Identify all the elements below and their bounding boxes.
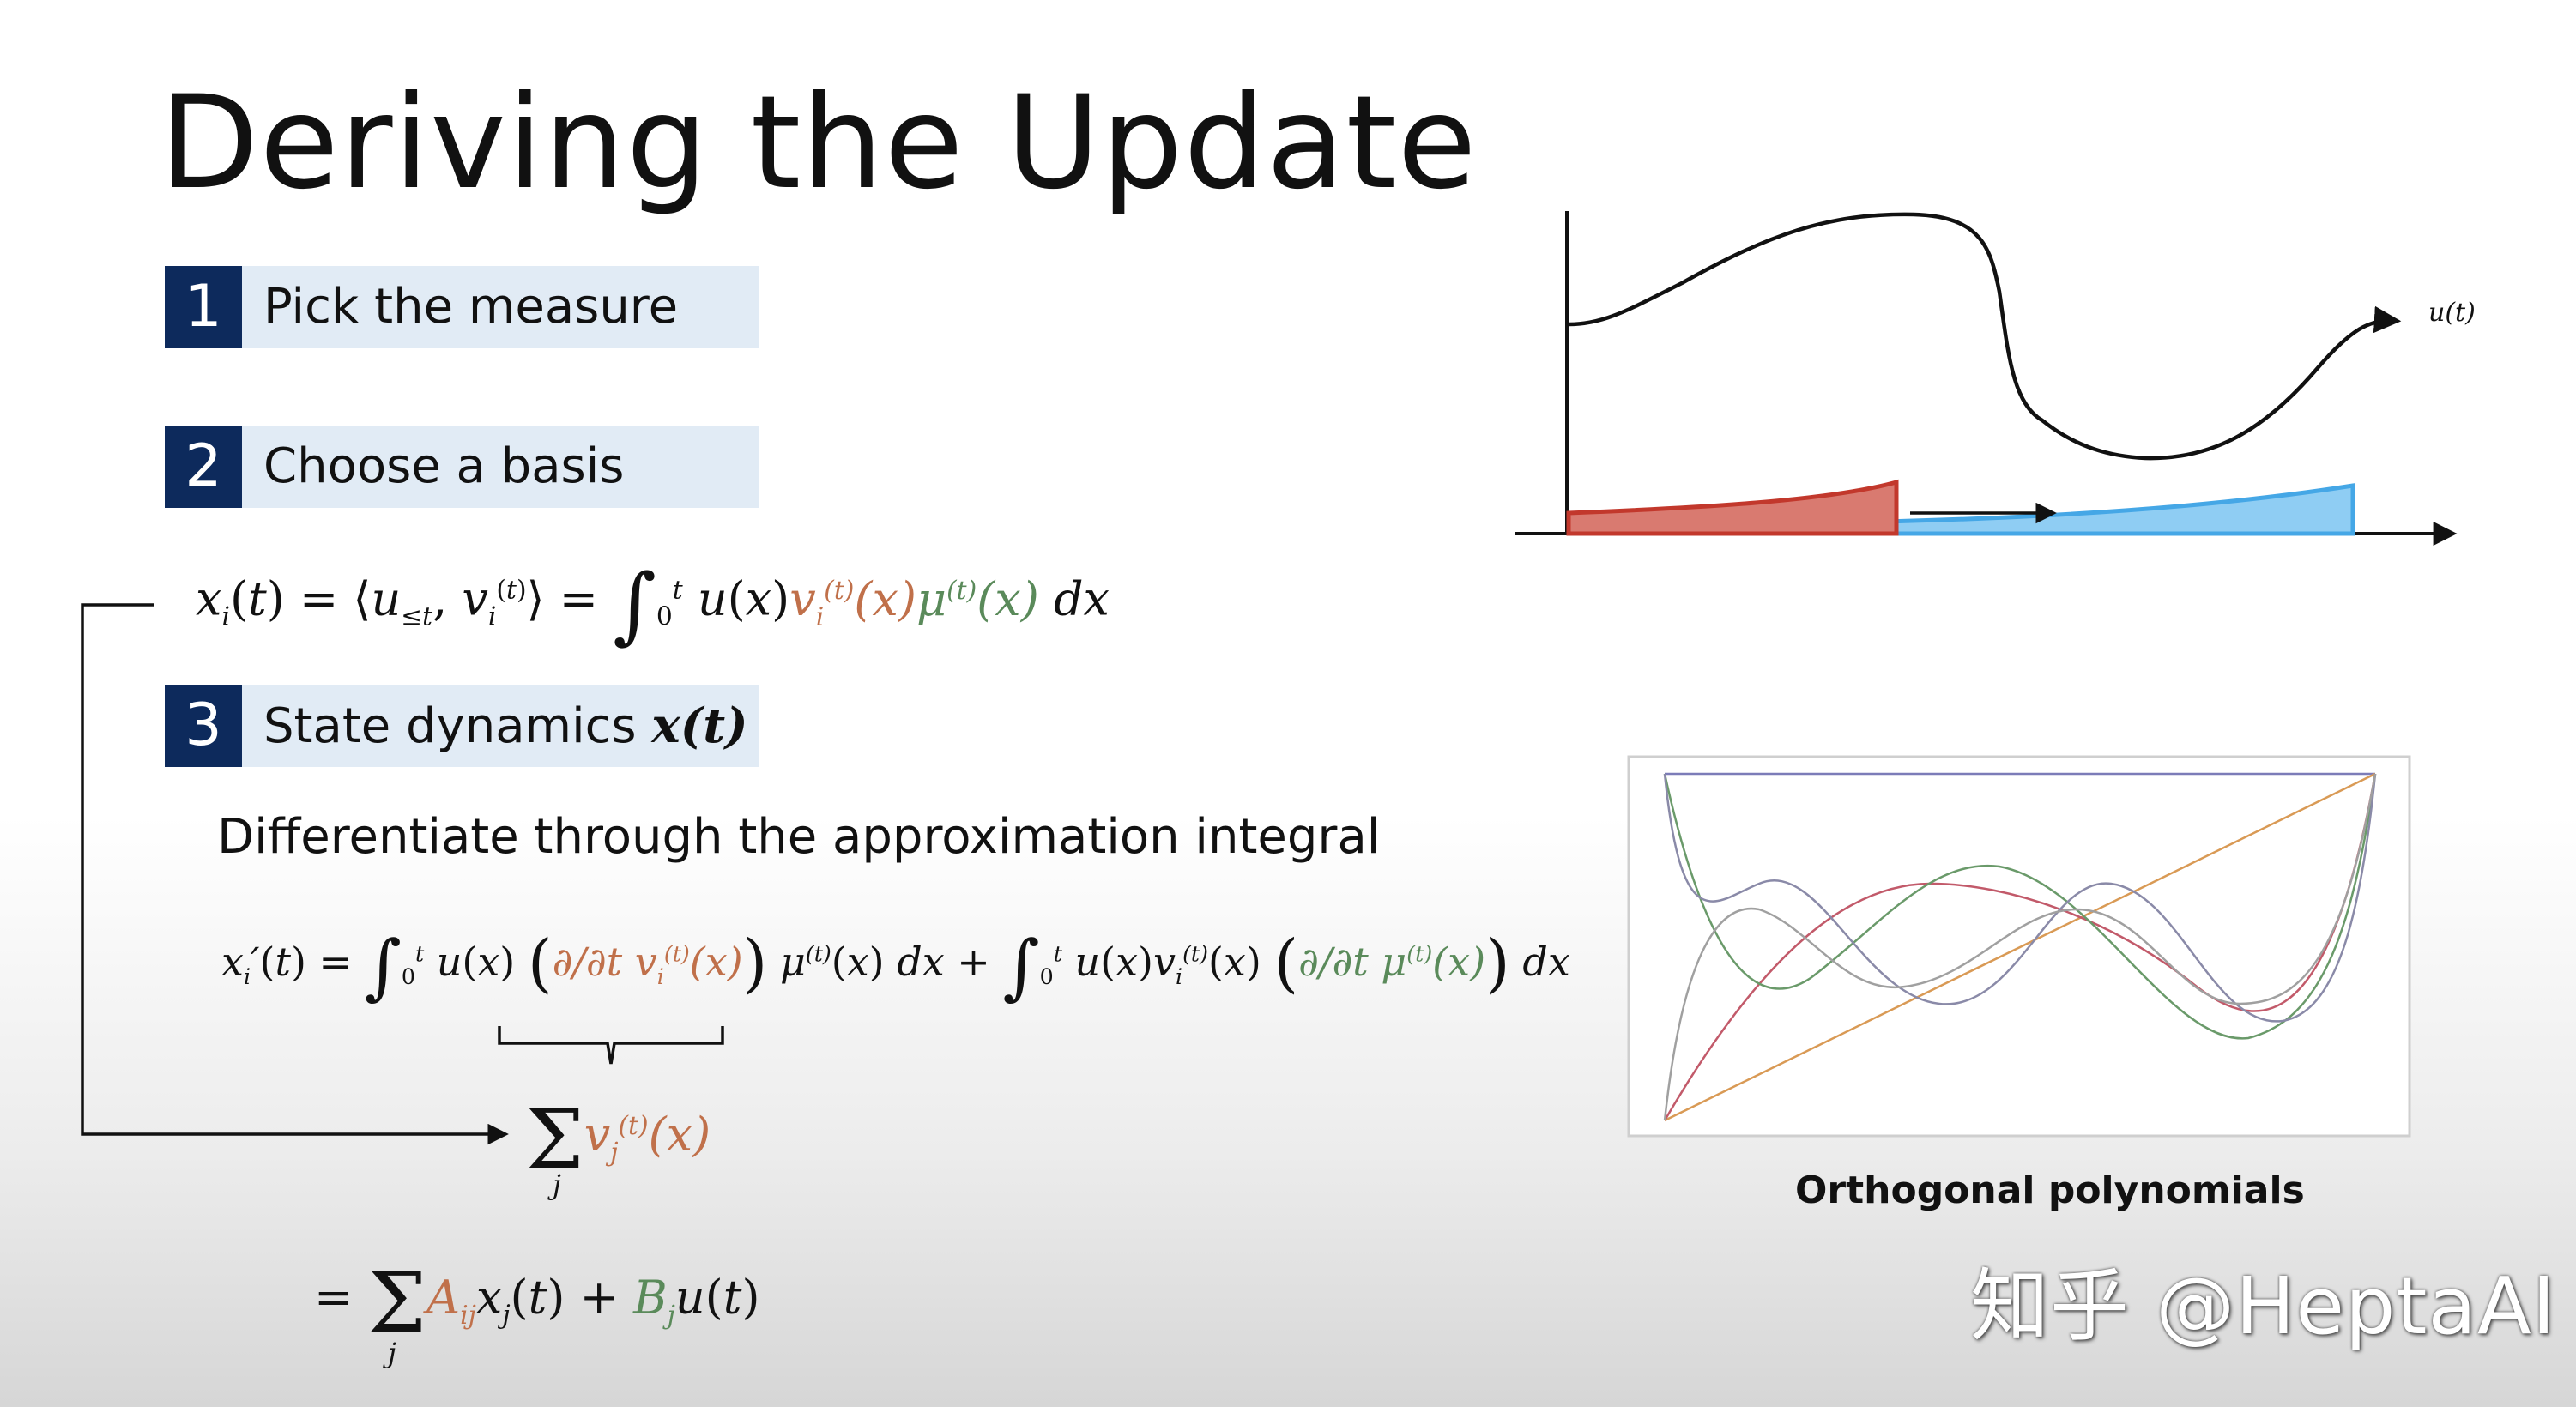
step-3-number: 3 [165,685,242,767]
figure-caption: Orthogonal polynomials [1795,1168,2305,1212]
watermark: 知乎 @HeptaAI [1970,1260,2556,1352]
step-1: 1 Pick the measure [165,266,759,348]
feedback-connector [81,603,509,1145]
step-3: 3 State dynamics x(t) [165,685,759,767]
step-2: 2 Choose a basis [165,426,759,508]
derivative-equation: xi′(t) = ∫0t u(x) (∂/∂t vi(t)(x)) μ(t)(x… [221,925,1570,1008]
polynomial-curves [1663,772,2377,1122]
signal-label: u(t) [2428,298,2476,328]
step-3-label-math: x(t) [651,697,748,754]
polynomial-p1 [1664,772,2376,1122]
result-equation: = ΣAijxj(t) + Bju(t) [314,1254,760,1351]
projection-equation: xi(t) = ⟨u≤t, vi(t)⟩ = ∫0t u(x)vi(t)(x)μ… [196,556,1110,653]
slide-title: Deriving the Update [160,69,1478,218]
underbrace [498,1026,724,1065]
step-3-label: State dynamics x(t) [263,685,748,768]
old-measure-shape [1566,479,1899,536]
step-2-number: 2 [165,426,242,508]
polynomial-p4 [1663,773,2377,1023]
step-1-label: Pick the measure [263,279,679,335]
polynomial-p3 [1663,773,2377,1040]
step-1-number: 1 [165,266,242,348]
step-2-label: Choose a basis [263,438,625,494]
step-3-label-text: State dynamics [263,698,637,754]
basis-sum-index: j [553,1168,561,1201]
result-sum-index: j [388,1337,396,1369]
basis-sum-equation: Σvj(t)(x) [525,1091,711,1188]
signal-curve [1568,212,2402,461]
polynomial-p5 [1663,773,2377,1121]
differentiate-sentence: Differentiate through the approximation … [217,809,1381,865]
